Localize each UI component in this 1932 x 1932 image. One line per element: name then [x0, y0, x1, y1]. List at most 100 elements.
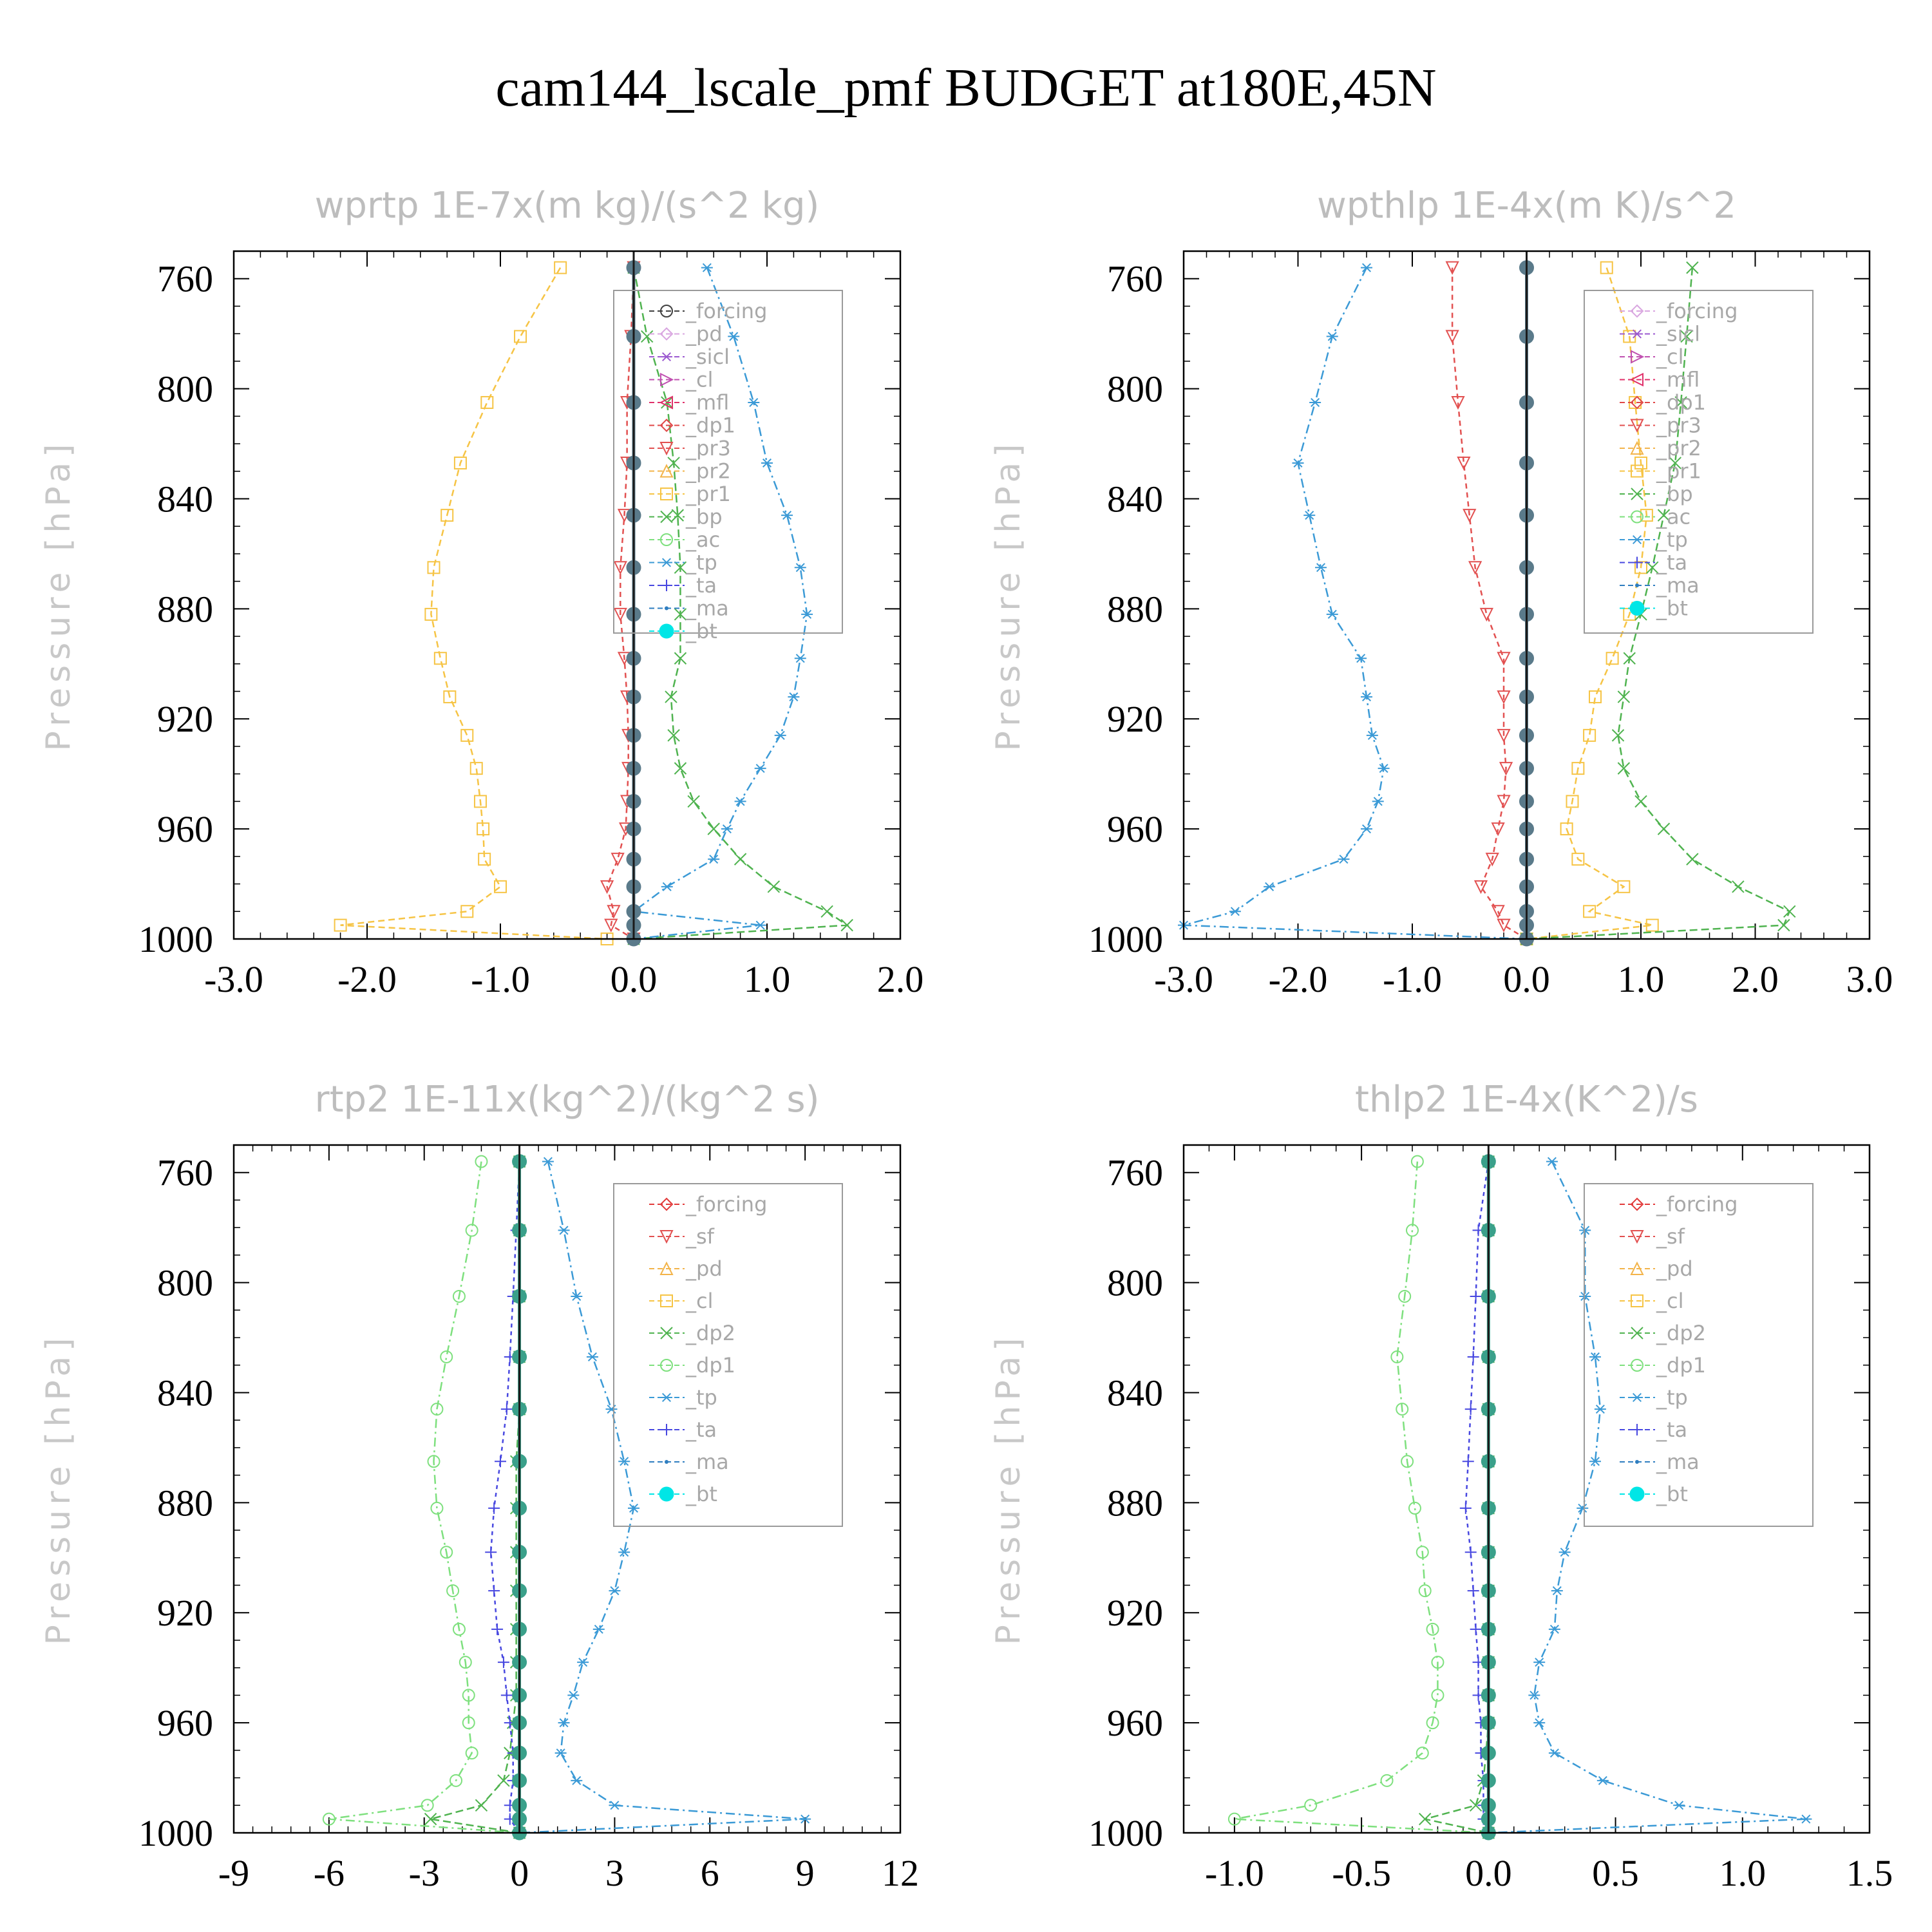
data-point_ta — [1459, 1502, 1472, 1514]
data-point_ta — [1467, 1585, 1479, 1597]
legend-marker — [659, 464, 674, 478]
y-tick-label: 960 — [1107, 1702, 1163, 1744]
data-point_tp — [754, 920, 766, 930]
data-point_bp — [671, 509, 685, 522]
x-tick-label: -9 — [218, 1852, 249, 1894]
x-tick-label: -0.5 — [1332, 1852, 1391, 1894]
legend-item_cl: _cl — [1620, 1289, 1683, 1313]
data-point_dp1 — [465, 1224, 478, 1237]
legend-item_cl: _cl — [649, 1289, 713, 1313]
legend-label: _cl — [685, 1289, 713, 1313]
series_dp1 — [1227, 1155, 1495, 1839]
legend-marker — [1631, 535, 1643, 545]
data-point_dp1 — [450, 1774, 462, 1787]
legend-marker — [660, 1294, 673, 1307]
data-point_tp — [1594, 1405, 1606, 1414]
data-point_bp — [1657, 822, 1671, 835]
data-point_tp — [1229, 907, 1241, 916]
data-point_dp2 — [424, 1812, 437, 1826]
legend-marker — [660, 1327, 673, 1340]
legend-marker — [665, 606, 668, 611]
x-tick-label: 0 — [510, 1852, 529, 1894]
data-point_pr1 — [443, 690, 457, 704]
series_tp — [1482, 1157, 1812, 1838]
legend-marker — [1631, 1327, 1643, 1340]
data-point_dp1 — [1398, 1289, 1412, 1303]
data-point_tp — [1528, 1690, 1540, 1700]
legend-label: _dp1 — [685, 413, 735, 438]
data-point_pr1 — [554, 261, 567, 274]
data-point_pr3 — [613, 607, 627, 622]
data-point_pr3 — [1445, 330, 1459, 344]
legend-item_dp1: _dp1 — [649, 1353, 735, 1378]
legend-item_forcing: _forcing — [1620, 1192, 1738, 1217]
legend-marker — [660, 305, 673, 317]
data-point_tp — [1589, 1457, 1601, 1466]
legend-label: _sf — [1656, 1224, 1685, 1249]
data-point_pr3 — [1479, 607, 1493, 622]
legend-marker — [661, 1392, 672, 1403]
legend-marker — [1630, 1197, 1644, 1211]
data-point_tp — [1292, 458, 1304, 468]
data-point_tp — [542, 1157, 554, 1166]
legend-item_cl: _cl — [1620, 345, 1683, 369]
data-point_pr3 — [1497, 652, 1511, 666]
data-point_dp1 — [446, 1584, 460, 1598]
data-point_pr1 — [1600, 261, 1613, 274]
legend-label: _sicl — [685, 345, 730, 369]
data-point_tp — [1546, 1157, 1558, 1166]
legend-marker — [659, 327, 674, 341]
series-line_ta — [1464, 1161, 1490, 1833]
legend-item_bt: _bt — [1620, 596, 1688, 621]
data-point_tp — [1378, 764, 1390, 773]
data-point_tp — [794, 654, 806, 663]
legend-marker — [1631, 464, 1643, 478]
panel-title: thlp2 1E-4x(K^2)/s — [1355, 1079, 1698, 1121]
y-tick-label: 920 — [157, 1592, 213, 1634]
legend-item_sf: _sf — [1620, 1224, 1685, 1249]
legend-label: _dp1 — [1656, 1353, 1706, 1378]
data-point_pr1 — [494, 880, 507, 893]
data-point_tp — [1315, 563, 1327, 573]
legend-item_cl: _cl — [649, 368, 713, 392]
legend-item_pr1: _pr1 — [649, 482, 731, 506]
legend-label: _pd — [685, 1256, 723, 1281]
legend-label: _ta — [1656, 551, 1687, 575]
legend-item_tp: _tp — [1620, 1385, 1688, 1410]
data-point_ta — [1464, 1403, 1477, 1416]
y-axis-label: Pressure [hPa] — [989, 1333, 1028, 1645]
legend-marker — [659, 623, 674, 639]
data-point_bp — [1686, 261, 1699, 274]
x-tick-label: 0.0 — [1503, 958, 1550, 1000]
data-point_tp — [618, 1457, 630, 1466]
legend-item_forcing: _forcing — [649, 299, 767, 323]
data-point_pr1 — [440, 509, 454, 522]
legend: _forcing_sicl_cl_mfl_dp1_pr3_pr2_pr1_bp_… — [1584, 290, 1814, 634]
data-point_bp — [1669, 457, 1681, 469]
legend-item_ac: _ac — [649, 527, 720, 552]
legend-marker — [1629, 601, 1645, 616]
x-tick-label: 0.5 — [1592, 1852, 1639, 1894]
data-point_tp — [609, 1586, 621, 1596]
data-point_bp — [1617, 762, 1631, 775]
legend-label: _pr2 — [1656, 436, 1701, 460]
data-point_pr1 — [433, 652, 447, 665]
legend-label: _dp2 — [685, 1321, 735, 1345]
series-line_dp2 — [1425, 1161, 1490, 1834]
legend-label: _ma — [1656, 573, 1700, 598]
y-tick-label: 760 — [1107, 1152, 1163, 1194]
data-point_pr3 — [611, 853, 625, 867]
y-minor-ticks — [1184, 1144, 1870, 1833]
data-point_tp — [1303, 511, 1316, 520]
legend-marker — [1635, 583, 1639, 587]
data-point_tp — [781, 511, 793, 520]
data-point_tp — [701, 263, 713, 272]
legend-marker — [1631, 510, 1643, 524]
legend-item_forcing: _forcing — [1620, 299, 1738, 323]
data-point_tp — [799, 1814, 811, 1824]
legend-item_dp1: _dp1 — [649, 413, 735, 438]
data-point_tp — [708, 855, 720, 864]
legend-label: _bp — [1656, 482, 1693, 506]
data-point_pr1 — [1645, 918, 1659, 932]
data-point_bp — [1657, 509, 1671, 522]
